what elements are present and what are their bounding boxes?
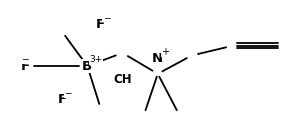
Text: F: F <box>96 18 105 31</box>
Text: F: F <box>21 60 30 72</box>
Text: −: − <box>103 13 110 22</box>
Text: −: − <box>65 89 72 98</box>
Text: 3+: 3+ <box>89 55 103 64</box>
Text: F: F <box>58 93 67 107</box>
Text: +: + <box>161 47 169 57</box>
Text: −: − <box>21 55 28 64</box>
Text: CH: CH <box>113 73 132 86</box>
Text: N: N <box>152 52 163 65</box>
Text: B: B <box>82 60 92 72</box>
